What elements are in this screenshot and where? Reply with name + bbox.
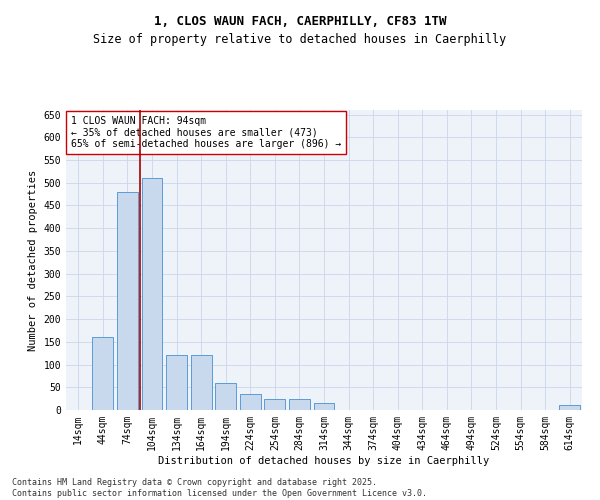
Bar <box>265 398 286 410</box>
Bar <box>191 356 212 410</box>
Text: 1 CLOS WAUN FACH: 94sqm
← 35% of detached houses are smaller (473)
65% of semi-d: 1 CLOS WAUN FACH: 94sqm ← 35% of detache… <box>71 116 341 149</box>
Text: Size of property relative to detached houses in Caerphilly: Size of property relative to detached ho… <box>94 32 506 46</box>
Bar <box>289 398 310 410</box>
Text: 1, CLOS WAUN FACH, CAERPHILLY, CF83 1TW: 1, CLOS WAUN FACH, CAERPHILLY, CF83 1TW <box>154 15 446 28</box>
Text: Contains HM Land Registry data © Crown copyright and database right 2025.
Contai: Contains HM Land Registry data © Crown c… <box>12 478 427 498</box>
Bar <box>117 192 138 410</box>
Y-axis label: Number of detached properties: Number of detached properties <box>28 170 38 350</box>
Bar <box>559 406 580 410</box>
Bar <box>166 356 187 410</box>
Bar <box>142 178 163 410</box>
Bar <box>92 338 113 410</box>
Bar <box>240 394 261 410</box>
Bar <box>314 403 334 410</box>
X-axis label: Distribution of detached houses by size in Caerphilly: Distribution of detached houses by size … <box>158 456 490 466</box>
Bar <box>215 382 236 410</box>
